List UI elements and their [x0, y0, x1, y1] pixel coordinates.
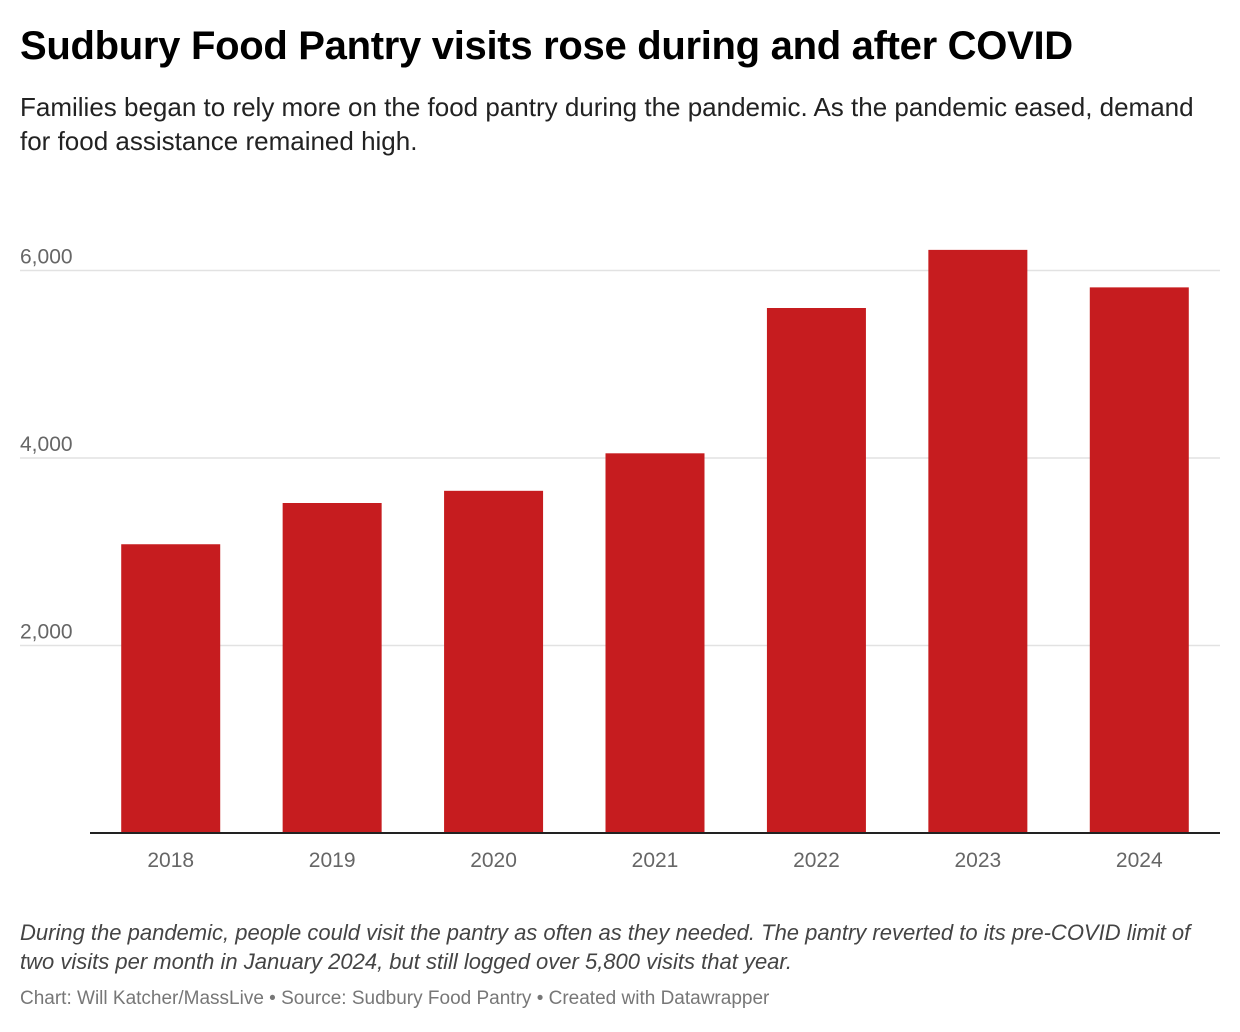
- chart-title: Sudbury Food Pantry visits rose during a…: [20, 24, 1073, 68]
- x-tick-label: 2020: [470, 849, 517, 872]
- x-tick-label: 2022: [793, 849, 840, 872]
- bar-2024: [1089, 287, 1189, 833]
- bar-2019: [282, 503, 382, 833]
- bar-2022: [766, 308, 866, 833]
- chart-notes: During the pandemic, people could visit …: [20, 920, 1191, 974]
- bar-chart: 2,000 4,000 6,000 2018 2019 2020 2021 2022 2023 2…: [20, 246, 1220, 872]
- x-tick-label: 2023: [954, 849, 1001, 872]
- y-tick-label: 6,000: [20, 246, 73, 269]
- x-tick-label: 2021: [632, 849, 679, 872]
- bar-2023: [928, 249, 1028, 833]
- bar-2021: [605, 453, 705, 833]
- x-tick-label: 2024: [1116, 849, 1163, 872]
- x-tick-label: 2019: [309, 849, 356, 872]
- bar-2020: [444, 490, 544, 833]
- x-tick-label: 2018: [147, 849, 194, 872]
- chart-credit: Chart: Will Katcher/MassLive • Source: S…: [20, 988, 770, 1009]
- bar-2018: [121, 544, 221, 833]
- y-tick-label: 4,000: [20, 433, 73, 456]
- y-tick-label: 2,000: [20, 621, 73, 644]
- chart-subtitle: Families began to rely more on the food …: [20, 92, 1194, 156]
